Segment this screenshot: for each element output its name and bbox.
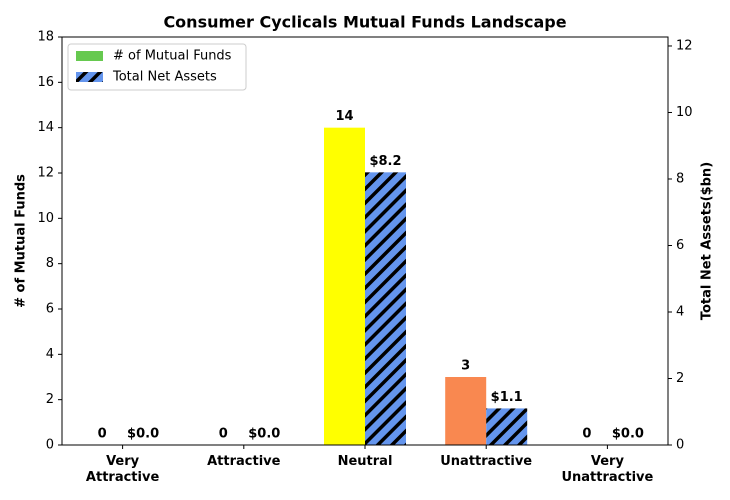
value-label: 14 — [335, 109, 353, 124]
y2-tick-label: 10 — [676, 105, 693, 120]
y-tick-label: 14 — [37, 120, 54, 135]
y-tick-label: 12 — [37, 166, 54, 181]
legend-swatch — [76, 72, 103, 82]
legend — [67, 43, 247, 91]
y2-tick-label: 2 — [676, 371, 684, 386]
y-tick-label: 6 — [46, 302, 54, 317]
y-tick-label: 10 — [37, 211, 54, 226]
y2-tick-label: 0 — [676, 438, 684, 453]
value-label: $8.2 — [369, 154, 401, 169]
x-tick-label: Neutral — [338, 454, 393, 469]
y2-axis-label: Total Net Assets($bn) — [700, 162, 715, 320]
value-label: 0 — [582, 427, 591, 442]
bar — [324, 127, 365, 446]
value-label: 0 — [219, 427, 228, 442]
legend-swatch — [76, 51, 103, 61]
x-tick-label: Attractive — [207, 454, 281, 469]
legend-label: Total Net Assets — [112, 70, 217, 85]
y-tick-label: 18 — [37, 30, 54, 45]
value-label: 3 — [461, 359, 470, 374]
y-tick-label: 0 — [46, 438, 54, 453]
value-label: 0 — [98, 427, 107, 442]
plot-frame — [61, 36, 669, 446]
bar — [365, 172, 406, 445]
value-label: $0.0 — [248, 427, 280, 442]
y2-tick-label: 8 — [676, 171, 684, 186]
y-tick-label: 4 — [46, 347, 54, 362]
x-tick-label: Very Attractive — [86, 454, 160, 485]
bar — [445, 377, 487, 445]
y2-tick-label: 12 — [676, 38, 693, 53]
y-axis-label: # of Mutual Funds — [14, 174, 29, 308]
x-tick-label: Unattractive — [440, 454, 532, 469]
chart-title: Consumer Cyclicals Mutual Funds Landscap… — [163, 13, 566, 32]
bar — [486, 408, 528, 445]
y2-tick-label: 4 — [676, 304, 684, 319]
y-tick-label: 16 — [37, 75, 54, 90]
y-tick-label: 8 — [46, 256, 54, 271]
y2-tick-label: 6 — [676, 238, 684, 253]
value-label: $1.1 — [491, 390, 523, 405]
legend-label: # of Mutual Funds — [113, 49, 232, 64]
y-tick-label: 2 — [46, 392, 54, 407]
value-label: $0.0 — [127, 427, 159, 442]
value-label: $0.0 — [612, 427, 644, 442]
x-tick-label: Very Unattractive — [561, 454, 653, 485]
